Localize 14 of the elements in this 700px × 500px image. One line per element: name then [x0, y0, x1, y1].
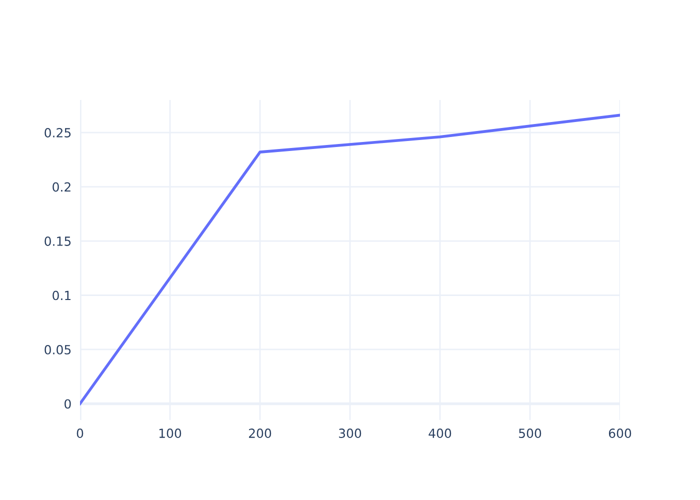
x-tick-label: 600 — [608, 428, 632, 438]
x-tick-label: 0 — [76, 428, 84, 438]
line-series — [80, 114, 620, 406]
x-tick-label: 400 — [428, 428, 452, 438]
y-tick-label: 0.1 — [52, 290, 71, 300]
x-tick-label: 100 — [159, 428, 182, 438]
y-tick-label: 0.15 — [44, 236, 71, 246]
y-tick-label: 0.2 — [52, 182, 70, 192]
y-tick-label: 0.05 — [44, 344, 71, 354]
y-tick-label: 0 — [64, 399, 71, 409]
y-tick-label: 0.25 — [44, 128, 71, 138]
x-tick-label: 500 — [519, 428, 542, 438]
x-tick-label: 200 — [248, 428, 272, 438]
x-tick-label: 300 — [339, 428, 362, 438]
